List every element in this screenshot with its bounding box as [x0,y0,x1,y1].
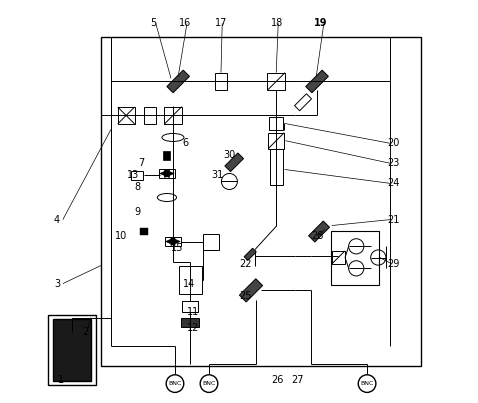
Text: 30: 30 [223,150,235,160]
Bar [244,248,256,260]
Bar [165,237,181,246]
Text: 10: 10 [115,231,127,241]
Text: 17: 17 [215,19,227,28]
Bar [270,117,283,130]
Bar [181,318,199,327]
Polygon shape [160,170,169,177]
Bar [215,73,227,90]
Bar [332,251,345,264]
Bar [101,37,421,366]
Text: 5: 5 [150,19,156,28]
Text: 4: 4 [54,214,60,224]
Bar [309,221,329,242]
Bar [239,279,262,302]
Bar [306,70,328,93]
Bar [267,73,285,90]
Bar [48,315,96,384]
Text: 28: 28 [311,231,323,241]
Text: 1: 1 [58,375,64,384]
Bar [164,107,182,124]
Text: 18: 18 [271,19,283,28]
Text: 3: 3 [54,278,60,289]
Text: 14: 14 [183,278,195,289]
Bar [179,266,202,293]
Text: 24: 24 [387,179,399,189]
Text: 19: 19 [315,19,328,28]
Text: 27: 27 [291,375,303,384]
Text: 20: 20 [387,139,399,148]
Text: 12: 12 [187,322,199,332]
Bar [144,107,156,124]
Bar [268,133,284,149]
Bar [53,318,91,380]
Bar [167,70,189,93]
Text: 22: 22 [239,259,251,268]
Text: 11: 11 [187,307,199,317]
Bar [331,231,379,285]
Text: 31: 31 [211,170,223,181]
Text: 13: 13 [127,170,139,181]
Text: 6: 6 [182,139,188,148]
Bar [203,233,219,249]
Text: 21: 21 [387,214,399,224]
Bar [294,94,312,111]
Bar [163,152,170,160]
Text: BNC: BNC [360,381,374,386]
Polygon shape [171,237,180,245]
Text: 16: 16 [179,19,191,28]
Bar [270,150,282,185]
Text: 29: 29 [387,259,399,268]
Polygon shape [166,237,175,245]
Polygon shape [164,170,174,177]
Text: 7: 7 [138,158,144,168]
Text: 2: 2 [82,326,88,337]
Text: BNC: BNC [168,381,182,386]
Text: BNC: BNC [202,381,216,386]
Bar [130,171,143,180]
Bar [159,169,174,178]
Text: 8: 8 [134,183,140,193]
Text: 15: 15 [171,243,183,253]
Bar [118,107,134,124]
Bar [140,228,148,235]
Text: 23: 23 [387,158,399,168]
Bar [225,153,243,172]
Text: 9: 9 [134,206,140,216]
Text: 26: 26 [271,375,283,384]
Text: 25: 25 [239,291,251,301]
Bar [182,301,198,312]
